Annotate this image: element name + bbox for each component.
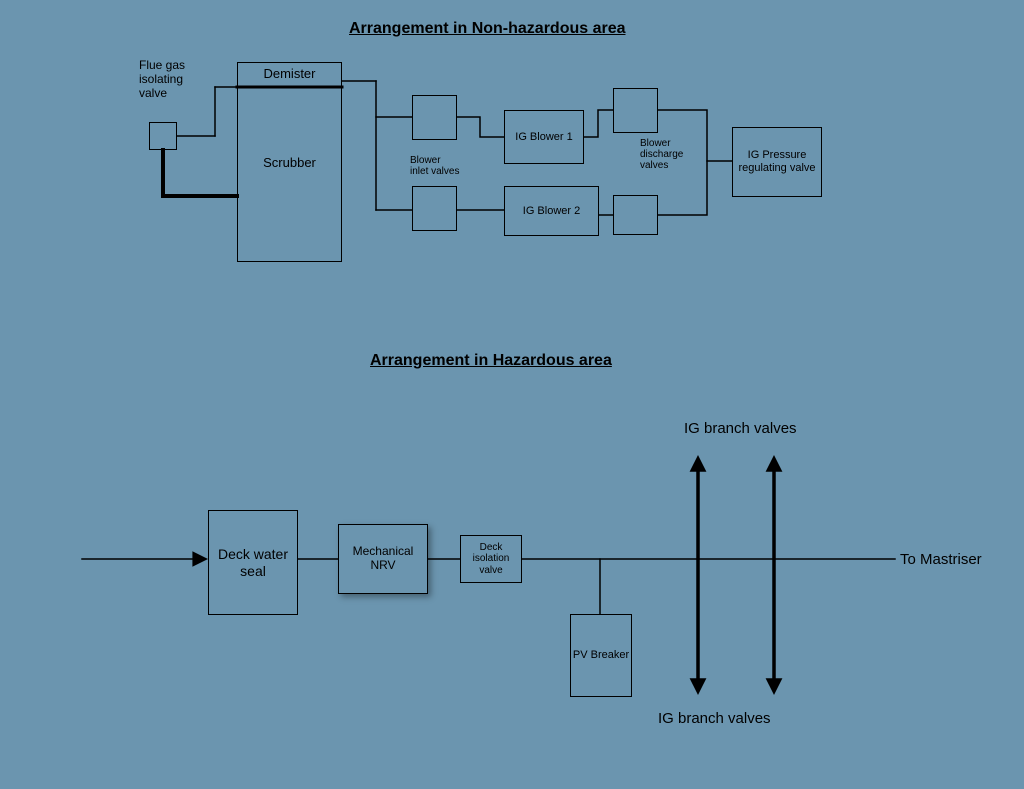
box-demister: Demister bbox=[237, 62, 342, 87]
box-pressure-regulating-valve: IG Pressure regulating valve bbox=[732, 127, 822, 197]
label-branch-valves-top: IG branch valves bbox=[684, 420, 797, 437]
box-flue-valve bbox=[149, 122, 177, 150]
box-mechanical-nrv: Mechanical NRV bbox=[338, 524, 428, 594]
title-top: Arrangement in Non-hazardous area bbox=[349, 20, 626, 38]
label-inlet-valves: Blower inlet valves bbox=[410, 155, 459, 177]
label-discharge-valves: Blower discharge valves bbox=[640, 138, 683, 171]
diagram-canvas: Arrangement in Non-hazardous area Arrang… bbox=[0, 0, 1024, 789]
box-ig-blower-1: IG Blower 1 bbox=[504, 110, 584, 164]
box-ig-blower-2: IG Blower 2 bbox=[504, 186, 599, 236]
box-deck-isolation-valve: Deck isolation valve bbox=[460, 535, 522, 583]
box-scrubber: Scrubber bbox=[237, 87, 342, 262]
box-disch-valve-2 bbox=[613, 195, 658, 235]
box-pv-breaker: PV Breaker bbox=[570, 614, 632, 697]
box-inlet-valve-1 bbox=[412, 95, 457, 140]
label-to-mastriser: To Mastriser bbox=[900, 551, 982, 568]
label-flue-gas: Flue gas isolating valve bbox=[139, 58, 185, 100]
label-branch-valves-bottom: IG branch valves bbox=[658, 710, 771, 727]
title-bottom: Arrangement in Hazardous area bbox=[370, 352, 612, 370]
box-inlet-valve-2 bbox=[412, 186, 457, 231]
box-disch-valve-1 bbox=[613, 88, 658, 133]
box-deck-water-seal: Deck water seal bbox=[208, 510, 298, 615]
